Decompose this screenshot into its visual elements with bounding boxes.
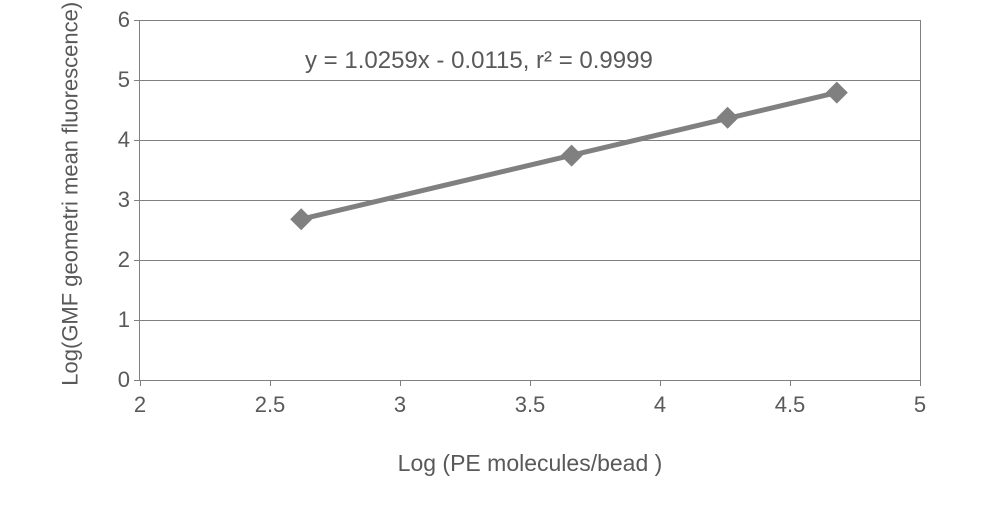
x-tick-label: 3 [394, 392, 406, 418]
y-axis-title: Log(GMF geometri mean fluorescence) [56, 0, 84, 394]
y-tick-label: 2 [90, 247, 130, 273]
x-tick-mark [920, 380, 921, 386]
x-tick-label: 3.5 [515, 392, 546, 418]
x-tick-mark [660, 380, 661, 386]
x-tick-mark [270, 380, 271, 386]
y-tick-label: 5 [90, 67, 130, 93]
data-marker [290, 208, 312, 230]
y-tick-label: 0 [90, 367, 130, 393]
x-tick-label: 5 [914, 392, 926, 418]
x-axis-title: Log (PE molecules/bead ) [140, 450, 920, 477]
data-marker [561, 145, 583, 167]
x-tick-mark [790, 380, 791, 386]
x-tick-label: 4.5 [775, 392, 806, 418]
chart-container: 0 1 2 3 4 5 6 2 2.5 3 3.5 4 4.5 5 Log(GMF geometri m… [0, 0, 1000, 509]
chart-svg [140, 20, 920, 380]
x-tick-mark [400, 380, 401, 386]
x-tick-mark [140, 380, 141, 386]
y-tick-label: 4 [90, 127, 130, 153]
y-tick-label: 1 [90, 307, 130, 333]
data-marker [717, 107, 739, 129]
x-tick-label: 2 [134, 392, 146, 418]
y-tick-label: 6 [90, 7, 130, 33]
x-tick-label: 4 [654, 392, 666, 418]
y-tick-label: 3 [90, 187, 130, 213]
x-tick-mark [530, 380, 531, 386]
x-tick-label: 2.5 [255, 392, 286, 418]
data-marker [826, 82, 848, 104]
